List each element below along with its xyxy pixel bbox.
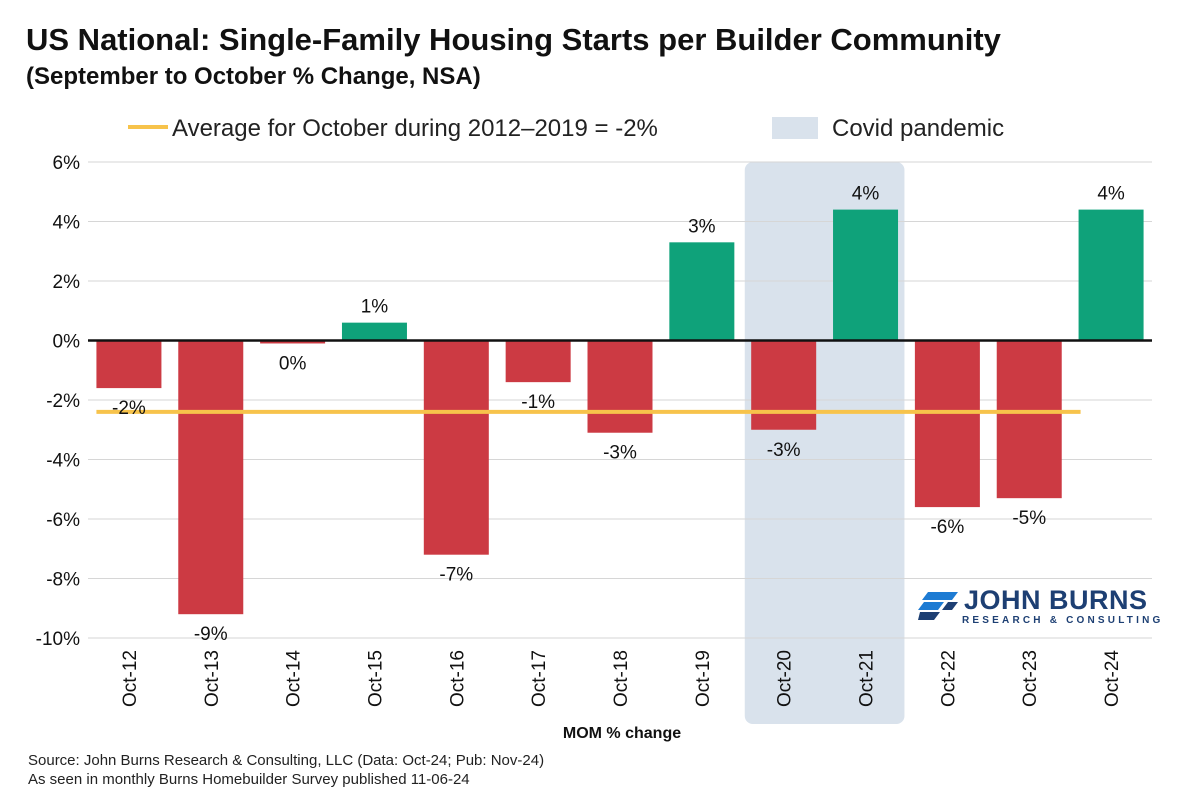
bar-oct-24 [1078, 209, 1144, 341]
data-label-oct-16: -7% [439, 565, 473, 586]
x-tick-label: Oct-16 [447, 650, 468, 707]
chart-title: US National: Single-Family Housing Start… [26, 22, 1001, 57]
bar-oct-19 [669, 242, 735, 341]
x-axis-title: MOM % change [563, 725, 681, 742]
john-burns-logo: JOHN BURNS RESEARCH & CONSULTING [918, 585, 1160, 628]
chart-subtitle: (September to October % Change, NSA) [26, 63, 481, 90]
bar-oct-18 [587, 340, 653, 433]
x-tick-label: Oct-19 [693, 650, 714, 707]
data-label-oct-13: -9% [194, 624, 228, 645]
bar-oct-17 [505, 340, 571, 383]
data-label-oct-14: 0% [279, 353, 307, 374]
logo-name: JOHN BURNS [964, 585, 1148, 615]
source-note: Source: John Burns Research & Consulting… [28, 752, 545, 769]
legend-covid-swatch [772, 117, 818, 139]
x-tick-label: Oct-15 [365, 650, 386, 707]
x-tick-label: Oct-20 [775, 650, 796, 707]
y-tick-label: 0% [53, 332, 81, 353]
x-tick-label: Oct-21 [857, 650, 878, 707]
data-label-oct-18: -3% [603, 443, 637, 464]
legend-covid-label: Covid pandemic [832, 115, 1004, 142]
bar-oct-12 [96, 340, 162, 389]
data-label-oct-24: 4% [1097, 184, 1125, 205]
x-tick-label: Oct-18 [611, 650, 632, 707]
y-tick-label: -10% [36, 629, 80, 650]
data-label-oct-12: -2% [112, 398, 146, 419]
bar-oct-14 [260, 340, 326, 344]
x-tick-label: Oct-24 [1102, 650, 1123, 707]
x-tick-label: Oct-14 [284, 650, 305, 707]
data-label-oct-17: -1% [521, 392, 555, 413]
x-tick-label: Oct-12 [120, 650, 141, 707]
bar-oct-13 [178, 340, 244, 615]
data-label-oct-21: 4% [852, 184, 880, 205]
y-tick-label: -8% [46, 570, 80, 591]
logo-tagline: RESEARCH & CONSULTING [962, 615, 1164, 626]
legend: Average for October during 2012–2019 = -… [128, 115, 1004, 142]
data-label-oct-22: -6% [930, 517, 964, 538]
logo-mark-icon [918, 592, 958, 620]
x-tick-label: Oct-17 [529, 650, 550, 707]
data-label-oct-19: 3% [688, 216, 716, 237]
y-tick-label: -6% [46, 510, 80, 531]
x-tick-label: Oct-22 [938, 650, 959, 707]
bar-oct-22 [914, 340, 980, 508]
data-label-oct-20: -3% [767, 440, 801, 461]
survey-note: As seen in monthly Burns Homebuilder Sur… [28, 771, 470, 788]
x-tick-label: Oct-23 [1020, 650, 1041, 707]
bar-oct-20 [751, 340, 817, 430]
legend-average-label: Average for October during 2012–2019 = -… [172, 115, 658, 142]
data-label-oct-15: 1% [361, 297, 389, 318]
y-tick-label: 4% [53, 213, 81, 234]
y-tick-label: 2% [53, 272, 81, 293]
bar-oct-21 [833, 209, 899, 341]
bar-oct-15 [341, 322, 407, 341]
y-tick-label: -4% [46, 451, 80, 472]
data-label-oct-23: -5% [1012, 508, 1046, 529]
bar-oct-23 [996, 340, 1062, 499]
y-tick-label: 6% [53, 153, 81, 174]
x-tick-label: Oct-13 [202, 650, 223, 707]
y-tick-label: -2% [46, 391, 80, 412]
bar-oct-16 [423, 340, 489, 555]
